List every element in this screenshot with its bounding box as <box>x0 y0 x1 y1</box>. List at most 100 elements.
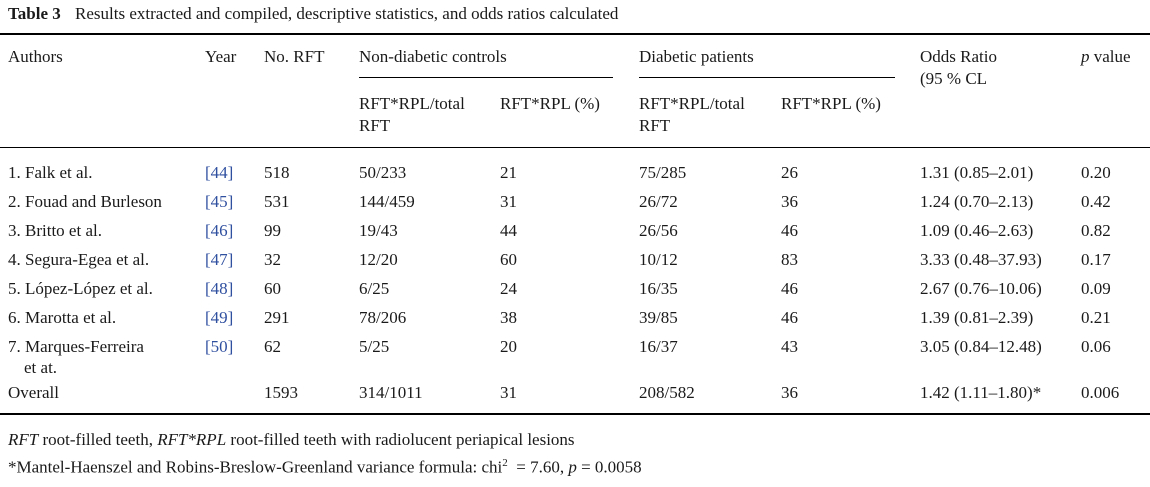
no-rft-cell: 60 <box>264 279 281 298</box>
p-value-cell: 0.42 <box>1081 192 1111 211</box>
d-ratio-cell: 16/37 <box>639 337 678 356</box>
p-value-cell: 0.20 <box>1081 163 1111 182</box>
header-nd-percent: RFT*RPL (%) <box>500 94 600 113</box>
statistics-footnote: *Mantel-Haenszel and Robins-Breslow-Gree… <box>8 457 642 478</box>
d-ratio-cell: 26/56 <box>639 221 678 240</box>
author-cell: 5. López-López et al. <box>8 279 153 298</box>
nd-percent-cell: 60 <box>500 250 517 269</box>
nd-percent-cell: 38 <box>500 308 517 327</box>
header-year: Year <box>205 47 237 66</box>
d-percent-cell: 46 <box>781 308 798 327</box>
header-p-value: p value <box>1081 47 1131 67</box>
diabetic-group-rule <box>639 77 895 78</box>
odds-ratio-cell: 1.09 (0.46–2.63) <box>920 221 1034 240</box>
d-percent-cell: 26 <box>781 163 798 182</box>
author-cell: Overall <box>8 383 59 402</box>
odds-ratio-cell: 1.24 (0.70–2.13) <box>920 192 1034 211</box>
nd-percent-cell: 21 <box>500 163 517 182</box>
header-authors: Authors <box>8 47 63 66</box>
author-cell-continued: et at. <box>24 358 58 377</box>
author-cell: 1. Falk et al. <box>8 163 93 182</box>
reference-link[interactable]: [50] <box>205 337 234 356</box>
p-value-cell: 0.82 <box>1081 221 1111 240</box>
author-cell: 6. Marotta et al. <box>8 308 117 327</box>
nd-ratio-cell: 78/206 <box>359 308 407 327</box>
nd-ratio-cell: 50/233 <box>359 163 407 182</box>
abbr-rft-definition: root-filled teeth, <box>38 430 158 449</box>
author-cell: 7. Marques-Ferreira <box>8 337 144 356</box>
footnote-p-letter: p <box>568 457 577 477</box>
p-value-cell: 0.17 <box>1081 250 1111 269</box>
header-diabetic: Diabetic patients <box>639 47 754 66</box>
header-odds-ratio: Odds Ratio <box>920 47 997 66</box>
header-no-rft: No. RFT <box>264 47 325 66</box>
d-percent-cell: 43 <box>781 337 798 356</box>
no-rft-cell: 32 <box>264 250 281 269</box>
odds-ratio-cell: 1.31 (0.85–2.01) <box>920 163 1034 182</box>
d-ratio-cell: 16/35 <box>639 279 678 298</box>
odds-ratio-cell: 3.33 (0.48–37.93) <box>920 250 1042 269</box>
header-d-ratio-line1: RFT*RPL/total <box>639 94 745 113</box>
header-p-letter: p <box>1081 47 1090 66</box>
no-rft-cell: 62 <box>264 337 281 356</box>
reference-link[interactable]: [46] <box>205 221 234 240</box>
header-p-word: value <box>1089 47 1131 66</box>
reference-link[interactable]: [49] <box>205 308 234 327</box>
nd-percent-cell: 20 <box>500 337 517 356</box>
nd-ratio-cell: 144/459 <box>359 192 415 211</box>
nd-ratio-cell: 6/25 <box>359 279 390 298</box>
header-nd-ratio-line2: RFT <box>359 116 391 135</box>
d-percent-cell: 36 <box>781 192 798 211</box>
d-ratio-cell: 75/285 <box>639 163 687 182</box>
table-label: Table 3 <box>8 4 61 23</box>
reference-link[interactable]: [47] <box>205 250 234 269</box>
d-percent-cell: 83 <box>781 250 798 269</box>
header-non-diabetic: Non-diabetic controls <box>359 47 507 66</box>
header-rule <box>0 147 1150 148</box>
p-value-cell: 0.09 <box>1081 279 1111 298</box>
abbr-rft-rpl-definition: root-filled teeth with radiolucent peria… <box>226 430 575 449</box>
abbr-rft-rpl: RFT*RPL <box>157 430 227 449</box>
d-ratio-cell: 10/12 <box>639 250 678 269</box>
no-rft-cell: 531 <box>264 192 290 211</box>
no-rft-cell: 291 <box>264 308 290 327</box>
p-value-cell: 0.006 <box>1081 383 1120 402</box>
odds-ratio-cell: 1.39 (0.81–2.39) <box>920 308 1034 327</box>
d-ratio-cell: 26/72 <box>639 192 678 211</box>
table-caption: Table 3 Results extracted and compiled, … <box>8 4 618 24</box>
abbr-rft: RFT <box>8 430 39 449</box>
header-nd-ratio-line1: RFT*RPL/total <box>359 94 465 113</box>
odds-ratio-cell: 3.05 (0.84–12.48) <box>920 337 1042 356</box>
d-percent-cell: 46 <box>781 221 798 240</box>
d-ratio-cell: 39/85 <box>639 308 678 327</box>
no-rft-cell: 518 <box>264 163 290 182</box>
reference-link[interactable]: [48] <box>205 279 234 298</box>
header-d-ratio-line2: RFT <box>639 116 671 135</box>
table-title: Results extracted and compiled, descript… <box>75 4 619 23</box>
footnote-prefix: *Mantel-Haenszel and Robins-Breslow-Gree… <box>8 457 503 477</box>
nd-percent-cell: 24 <box>500 279 517 298</box>
reference-link[interactable]: [44] <box>205 163 234 182</box>
footnote-p-value: = 0.0058 <box>576 457 642 477</box>
no-rft-cell: 99 <box>264 221 281 240</box>
d-percent-cell: 46 <box>781 279 798 298</box>
odds-ratio-cell: 1.42 (1.11–1.80)* <box>920 383 1042 402</box>
author-cell: 2. Fouad and Burleson <box>8 192 162 211</box>
p-value-cell: 0.21 <box>1081 308 1111 327</box>
abbreviations-footnote: RFT root-filled teeth, RFT*RPL root-fill… <box>8 430 575 450</box>
reference-link[interactable]: [45] <box>205 192 234 211</box>
nd-ratio-cell: 12/20 <box>359 250 398 269</box>
nd-percent-cell: 31 <box>500 383 517 402</box>
non-diabetic-group-rule <box>359 77 613 78</box>
footnote-superscript: 2 <box>502 457 508 469</box>
header-d-percent: RFT*RPL (%) <box>781 94 881 113</box>
top-rule <box>0 33 1150 35</box>
author-cell: 3. Britto et al. <box>8 221 102 240</box>
nd-ratio-cell: 314/1011 <box>359 383 423 402</box>
author-cell: 4. Segura-Egea et al. <box>8 250 150 269</box>
d-percent-cell: 36 <box>781 383 798 402</box>
p-value-cell: 0.06 <box>1081 337 1111 356</box>
d-ratio-cell: 208/582 <box>639 383 695 402</box>
footnote-chi-value: = 7.60, <box>507 457 569 477</box>
odds-ratio-cell: 2.67 (0.76–10.06) <box>920 279 1042 298</box>
